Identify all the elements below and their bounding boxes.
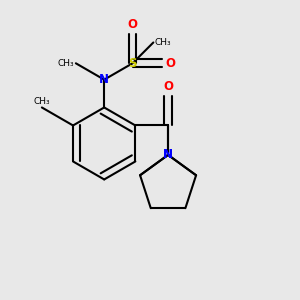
Text: CH₃: CH₃ <box>34 97 50 106</box>
Text: N: N <box>163 148 173 161</box>
Text: O: O <box>165 57 175 70</box>
Text: O: O <box>128 18 137 31</box>
Text: N: N <box>99 73 109 86</box>
Text: S: S <box>128 57 137 70</box>
Text: CH₃: CH₃ <box>58 59 74 68</box>
Text: O: O <box>163 80 173 93</box>
Text: N: N <box>163 148 173 161</box>
Text: CH₃: CH₃ <box>155 38 172 47</box>
